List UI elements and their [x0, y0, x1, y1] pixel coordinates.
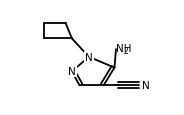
Text: 2: 2 [124, 46, 128, 55]
Text: N: N [141, 81, 149, 91]
Text: N: N [68, 67, 76, 77]
Text: NH: NH [116, 43, 132, 53]
Text: N: N [85, 52, 93, 62]
